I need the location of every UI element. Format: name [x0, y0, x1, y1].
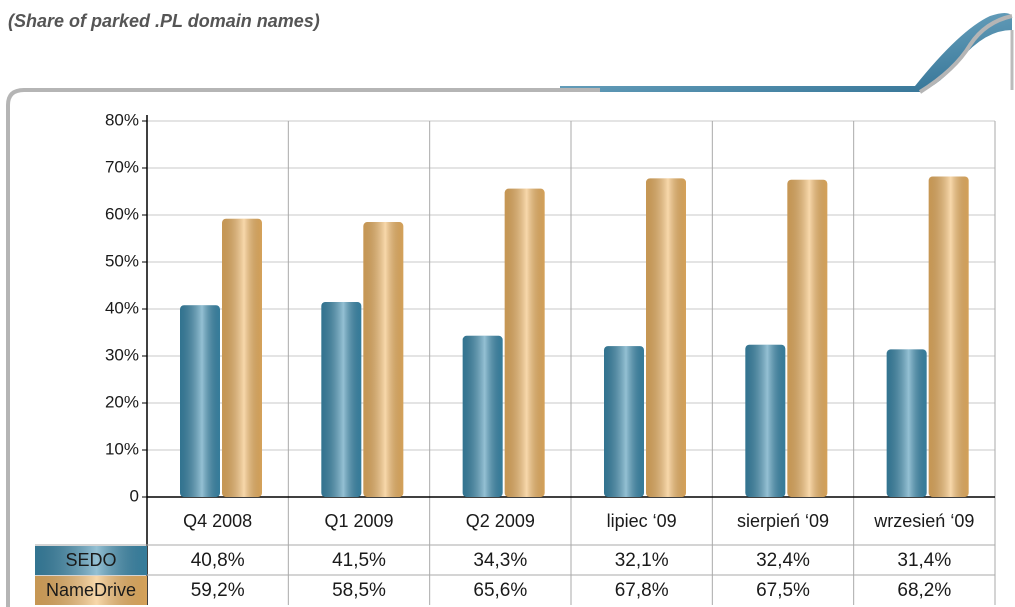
y-tick-label: 80% — [105, 110, 139, 129]
legend-label: NameDrive — [46, 580, 136, 600]
x-tick-label: Q4 2008 — [183, 511, 252, 531]
bar-highlight — [886, 349, 927, 497]
table-value: 31,4% — [897, 550, 951, 571]
x-tick-label: wrzesień ‘09 — [873, 511, 974, 531]
bar-highlight — [504, 188, 545, 497]
legend-label: SEDO — [65, 550, 116, 570]
y-tick-label: 50% — [105, 251, 139, 270]
y-tick-label: 30% — [105, 345, 139, 364]
x-tick-label: sierpień ‘09 — [737, 511, 829, 531]
frame — [6, 88, 600, 607]
table-value: 41,5% — [332, 550, 386, 571]
table-value: 40,8% — [191, 550, 245, 571]
x-tick-label: Q1 2009 — [324, 511, 393, 531]
y-tick-label: 60% — [105, 204, 139, 223]
frame — [918, 14, 1013, 94]
bar-highlight — [462, 335, 503, 497]
decoration — [560, 13, 1012, 92]
legend-highlight — [35, 576, 147, 605]
table-value: 32,1% — [615, 550, 669, 571]
table-value: 68,2% — [897, 580, 951, 601]
bar-highlight — [604, 346, 644, 497]
legend-highlight — [35, 546, 147, 575]
table-value: 67,8% — [615, 580, 669, 601]
bar-highlight — [222, 218, 262, 497]
x-tick-label: lipiec ‘09 — [607, 511, 677, 531]
y-tick-label: 20% — [105, 392, 139, 411]
table-value: 32,4% — [756, 550, 810, 571]
bar-highlight — [745, 344, 786, 497]
table-value: 67,5% — [756, 580, 810, 601]
y-tick-label: 70% — [105, 157, 139, 176]
table-value: 59,2% — [191, 580, 245, 601]
bar-highlight — [363, 222, 404, 498]
y-tick-label: 10% — [105, 439, 139, 458]
y-tick-label: 40% — [105, 298, 139, 317]
bar-highlight — [321, 301, 362, 497]
bar-highlight — [180, 305, 220, 497]
table-value: 65,6% — [473, 580, 527, 601]
y-tick-label: 0 — [130, 486, 139, 505]
bar-highlight — [787, 179, 828, 497]
table-value: 34,3% — [473, 550, 527, 571]
table-value: 58,5% — [332, 580, 386, 601]
bar-highlight — [928, 176, 969, 497]
subtitle: (Share of parked .PL domain names) — [8, 11, 320, 31]
x-tick-label: Q2 2009 — [466, 511, 535, 531]
bar-highlight — [646, 178, 686, 497]
plot: 0 10% 20% 30% 40% 50% 60% 70% 80% Q4 2008 40,8% 59,… — [35, 110, 996, 605]
